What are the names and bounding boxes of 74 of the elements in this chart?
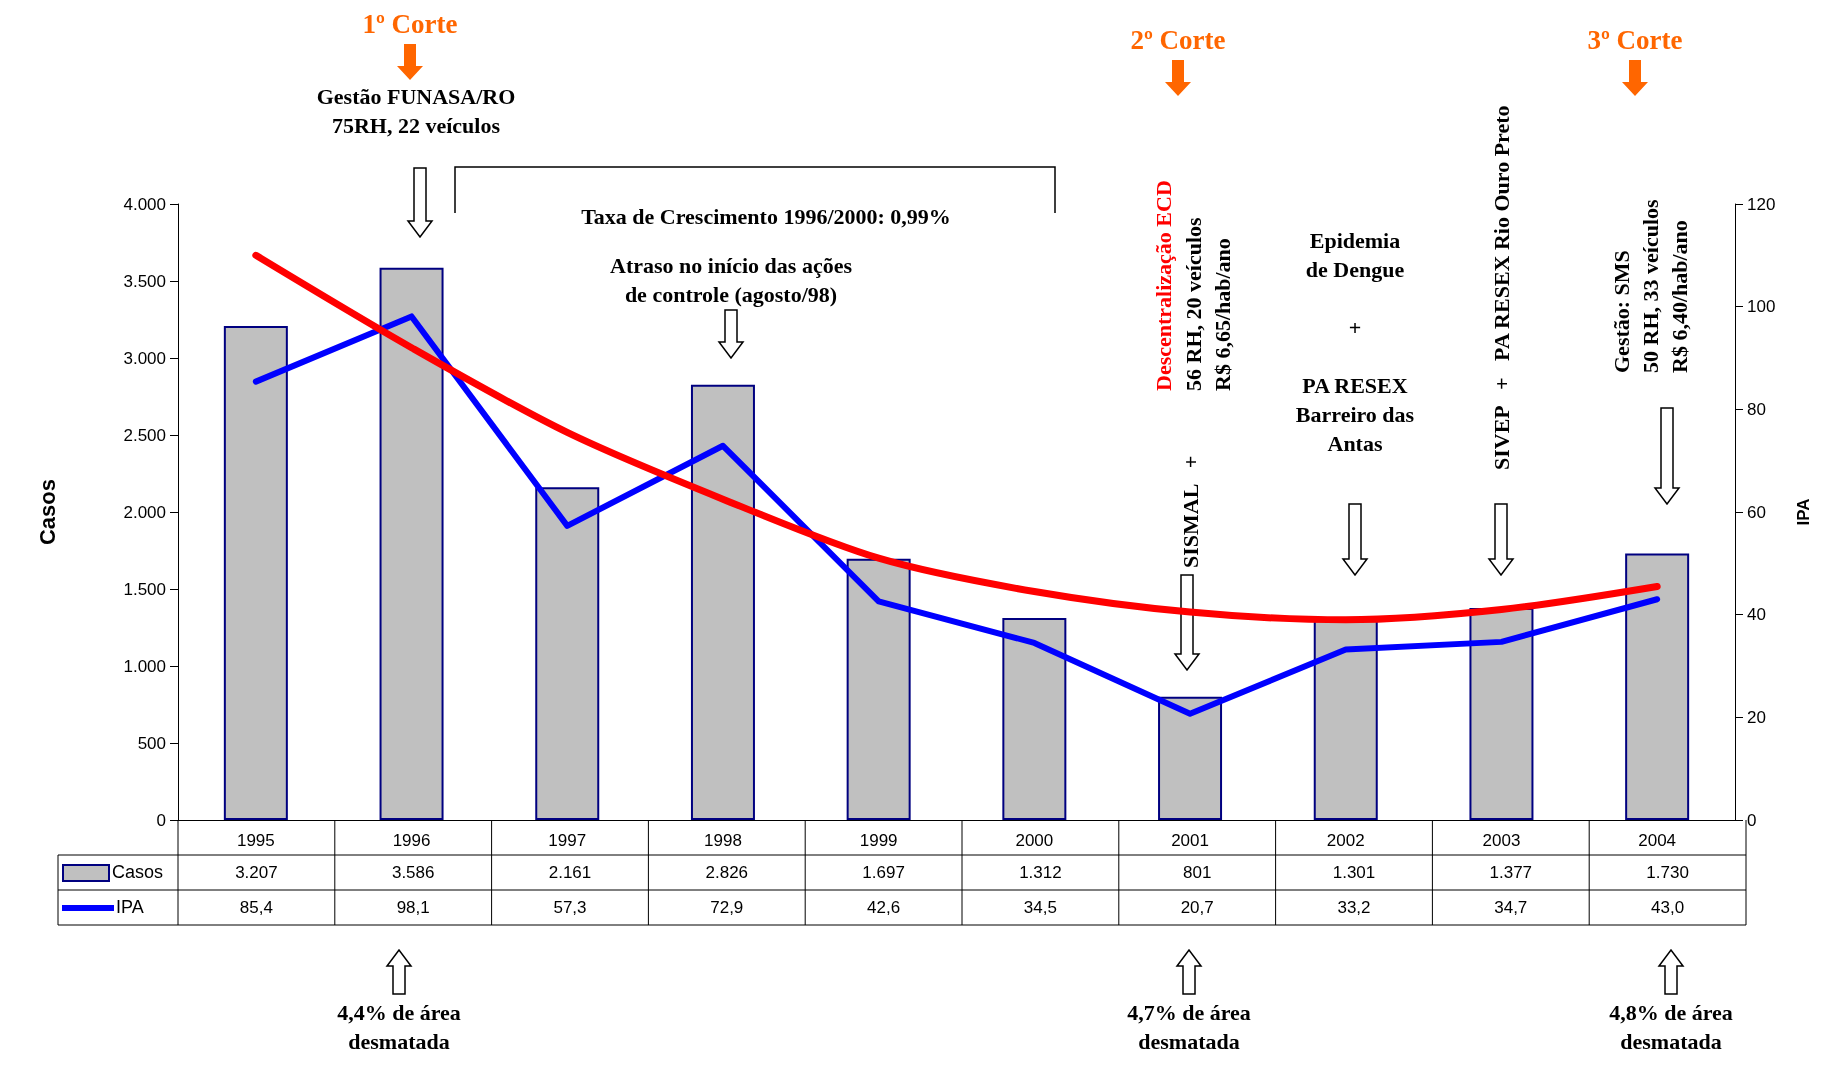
y-tick-label: 0 — [156, 810, 166, 830]
data-label: 20,7 — [1179, 897, 1215, 919]
x-tick-label: 2002 — [1326, 831, 1365, 850]
data-label: 57,3 — [552, 897, 588, 919]
data-label: 34,5 — [1022, 897, 1058, 919]
x-tick-label: 1997 — [548, 831, 587, 850]
text: 4,4% de área desmatada — [337, 999, 461, 1056]
bar — [535, 487, 600, 820]
data-label: 2.161 — [547, 862, 593, 884]
annotation: Taxa de Crescimento 1996/2000: 0,99% — [581, 203, 951, 231]
bar — [1625, 553, 1690, 820]
x-tick-label: 2003 — [1482, 831, 1521, 850]
y-tick-label: 500 — [137, 733, 166, 753]
annotation: Descentralização ECD — [1150, 180, 1177, 391]
annotation: SISMAL + — [1177, 455, 1204, 568]
x-tick-label: 2000 — [1015, 831, 1054, 850]
text: 4,7% de área desmatada — [1127, 999, 1251, 1056]
data-label: 85,4 — [238, 897, 274, 919]
legend-label: IPA — [116, 897, 144, 918]
x-tick-label: 1999 — [859, 831, 898, 850]
data-label: 34,7 — [1493, 897, 1529, 919]
y-tick-label: 2.500 — [123, 425, 166, 445]
legend-label: Casos — [112, 862, 164, 883]
y2-tick-label: 0 — [1747, 810, 1757, 830]
y2-tick-label: 40 — [1747, 605, 1766, 625]
data-label: 72,9 — [709, 897, 745, 919]
annotation: 56 RH, 20 veículos R$ 6,65/hab/ano — [1180, 217, 1236, 391]
data-label: 43,0 — [1650, 897, 1686, 919]
data-label: 3.586 — [390, 862, 436, 884]
bar — [223, 326, 288, 820]
data-label: 42,6 — [866, 897, 902, 919]
data-label: 33,2 — [1336, 897, 1372, 919]
y-tick-label: 1.500 — [123, 579, 166, 599]
data-label: 3.207 — [234, 862, 279, 884]
y-tick-label: 1.000 — [123, 656, 166, 676]
bar — [1469, 607, 1534, 820]
data-label: 1.730 — [1645, 862, 1690, 884]
y-tick-label: 3.500 — [123, 271, 166, 291]
y2-tick-label: 100 — [1747, 297, 1776, 317]
bar — [846, 558, 911, 820]
y2-tick-label: 80 — [1747, 399, 1766, 419]
text: 4,8% de área desmatada — [1609, 999, 1733, 1056]
data-label: 801 — [1182, 862, 1213, 884]
y-tick-label: 2.000 — [123, 502, 166, 522]
x-tick-label: 1996 — [392, 831, 431, 850]
y2-tick-label: 20 — [1747, 707, 1766, 727]
text: 3º Corte — [1587, 25, 1683, 55]
data-label: 1.301 — [1331, 862, 1377, 884]
x-tick-label: 2004 — [1638, 831, 1677, 850]
bar — [690, 384, 755, 820]
data-label: 1.697 — [861, 862, 906, 884]
text: Gestão FUNASA/RO 75RH, 22 veículos — [316, 83, 516, 140]
data-label: 2.826 — [704, 862, 750, 884]
y-axis-title: Casos — [34, 478, 60, 546]
bar — [1002, 617, 1067, 820]
y2-tick-label: 60 — [1747, 502, 1766, 522]
text: 2º Corte — [1130, 25, 1226, 55]
annotation: SIVEP + PA RESEX Rio Ouro Preto — [1488, 105, 1515, 470]
bar — [379, 267, 444, 820]
annotation: Gestão: SMS 50 RH, 33 veículos R$ 6,40/hab/ano — [1608, 199, 1693, 373]
text: Epidemia de Dengue + PA RESEX Barreiro das Antas — [1295, 228, 1415, 456]
y2-axis-title: IPA — [1794, 498, 1813, 526]
data-label: 98,1 — [395, 897, 431, 919]
annotation: Atraso no início das ações de controle (agosto/98) — [610, 252, 852, 309]
y-tick-label: 3.000 — [123, 348, 166, 368]
data-label: 1.312 — [1018, 862, 1063, 884]
x-tick-label: 1998 — [704, 831, 742, 850]
x-tick-label: 2001 — [1171, 831, 1209, 850]
text: 1º Corte — [362, 9, 458, 39]
y-tick-label: 4.000 — [123, 194, 166, 214]
bar — [1158, 696, 1223, 820]
x-tick-label: 1995 — [236, 831, 275, 850]
data-label: 1.377 — [1488, 862, 1534, 884]
y2-tick-label: 120 — [1747, 194, 1776, 214]
